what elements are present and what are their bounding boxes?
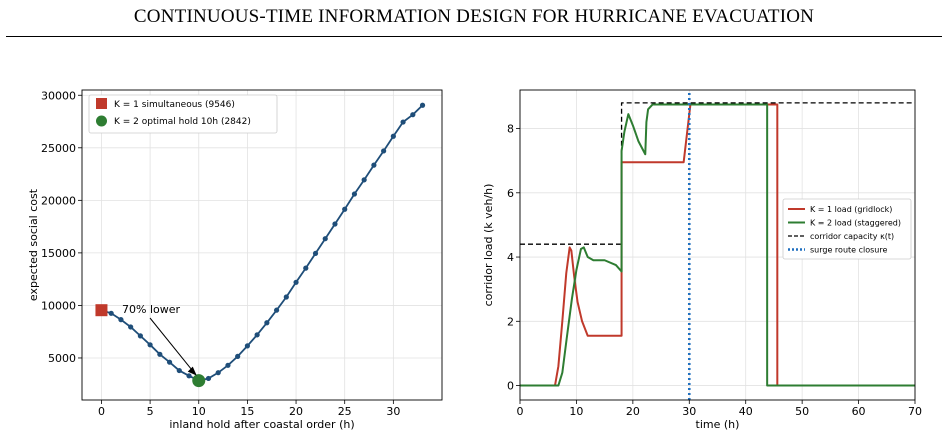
x-tick-label: 20 <box>626 405 640 418</box>
legend-label-k1: K = 1 load (gridlock) <box>810 205 892 214</box>
page-title: CONTINUOUS-TIME INFORMATION DESIGN FOR H… <box>133 6 815 27</box>
legend-swatch-k2 <box>96 115 107 127</box>
y-tick-label: 6 <box>507 187 514 200</box>
y-tick-label: 30000 <box>41 89 76 102</box>
cost-curve-point <box>342 206 348 212</box>
cost-curve-point <box>215 370 221 376</box>
y-tick-label: 20000 <box>41 194 76 207</box>
cost-curve-point <box>157 351 163 357</box>
y-axis-label: corridor load (k veh/h) <box>482 184 495 307</box>
cost-curve-line <box>101 104 424 382</box>
cost-curve-point <box>361 177 367 183</box>
cost-curve-point <box>128 324 134 330</box>
x-tick-label: 30 <box>682 405 696 418</box>
legend-label-closure: surge route closure <box>810 246 887 255</box>
x-tick-label: 30 <box>386 405 400 418</box>
cost-vs-hold-chart: 0 5 10 15 20 25 30 5000 10000 15000 20000 25000 3000… <box>27 89 443 431</box>
x-tick-label: 0 <box>517 405 524 418</box>
cost-curve-point <box>332 221 338 227</box>
cost-curve-point <box>312 250 319 257</box>
cost-curve-point <box>235 353 241 359</box>
cost-curve-point <box>147 342 153 348</box>
x-tick-label: 40 <box>739 405 753 418</box>
legend-load: K = 1 load (gridlock) K = 2 load (stagger… <box>782 198 912 260</box>
corridor-load-chart: 0 10 20 30 40 50 60 70 0 2 4 6 8 time (h) corridor loa… <box>482 89 922 431</box>
x-tick-label: 10 <box>569 405 583 418</box>
y-axis-label: expected social cost <box>27 188 40 301</box>
plot-frame <box>519 89 916 401</box>
cost-curve-point <box>176 367 182 374</box>
x-tick-label: 5 <box>147 405 154 418</box>
cost-curve-point <box>381 148 387 154</box>
cost-curve-point <box>186 373 192 379</box>
cost-curve-point <box>225 362 231 368</box>
cost-curve-point <box>137 333 143 339</box>
x-tick-label: 20 <box>289 405 303 418</box>
legend-label-k1: K = 1 simultaneous (9546) <box>114 100 235 110</box>
k2-load-line <box>520 103 915 387</box>
plot-frame <box>81 89 443 401</box>
y-tick-label: 25000 <box>41 142 76 155</box>
cost-curve-point <box>166 359 173 365</box>
x-tick-label: 25 <box>338 405 352 418</box>
cost-curve-point <box>273 307 280 313</box>
annotation-arrow-line <box>149 317 197 375</box>
cost-curve-point <box>303 265 309 271</box>
y-tick-label: 2 <box>507 315 514 328</box>
x-axis-label: time (h) <box>696 418 740 431</box>
y-tick-label: 8 <box>507 123 514 136</box>
y-tick-label: 15000 <box>41 247 76 260</box>
x-axis-label: inland hold after coastal order (h) <box>169 418 354 431</box>
cost-curve-point <box>390 133 396 139</box>
legend-label-capacity: corridor capacity κ(t) <box>810 232 894 241</box>
cost-curve-point <box>371 162 377 168</box>
cost-curve-point <box>283 294 289 300</box>
legend-box <box>88 94 278 134</box>
y-tick-label: 0 <box>507 380 514 393</box>
y-tick-label: 5000 <box>48 352 76 365</box>
x-tick-label: 60 <box>852 405 866 418</box>
cost-curve-point <box>400 119 406 125</box>
cost-curve-point <box>293 279 299 285</box>
cost-curve-point <box>108 310 114 316</box>
y-tick-label: 4 <box>507 251 514 264</box>
x-tick-label: 15 <box>240 405 254 418</box>
annotation-arrow-head <box>187 366 197 376</box>
legend-swatch-k1 <box>96 98 107 109</box>
page-header: CONTINUOUS-TIME INFORMATION DESIGN FOR H… <box>0 0 948 40</box>
annotation-label: 70% lower <box>122 303 180 316</box>
k2-optimal-marker <box>192 374 206 388</box>
legend-cost: K = 1 simultaneous (9546) K = 2 optimal h… <box>88 94 278 134</box>
k1-simultaneous-marker <box>95 304 108 317</box>
x-tick-label: 10 <box>192 405 206 418</box>
header-rule <box>6 36 942 37</box>
legend-label-k2: K = 2 optimal hold 10h (2842) <box>114 117 251 127</box>
cost-curve-point <box>254 332 260 338</box>
cost-curve-point <box>410 112 416 118</box>
cost-curve-point <box>419 102 426 108</box>
cost-curve-point <box>205 375 212 382</box>
cost-curve-point <box>118 317 124 323</box>
legend-label-k2: K = 2 load (staggered) <box>810 219 901 228</box>
x-tick-label: 50 <box>795 405 809 418</box>
x-tick-label: 0 <box>98 405 105 418</box>
legend-box <box>782 198 912 260</box>
x-tick-label: 70 <box>908 405 922 418</box>
y-tick-label: 10000 <box>41 299 76 312</box>
cost-curve-point <box>322 236 328 242</box>
cost-curve-point <box>351 191 358 197</box>
cost-curve-point <box>244 343 251 349</box>
cost-curve-point <box>264 320 270 326</box>
